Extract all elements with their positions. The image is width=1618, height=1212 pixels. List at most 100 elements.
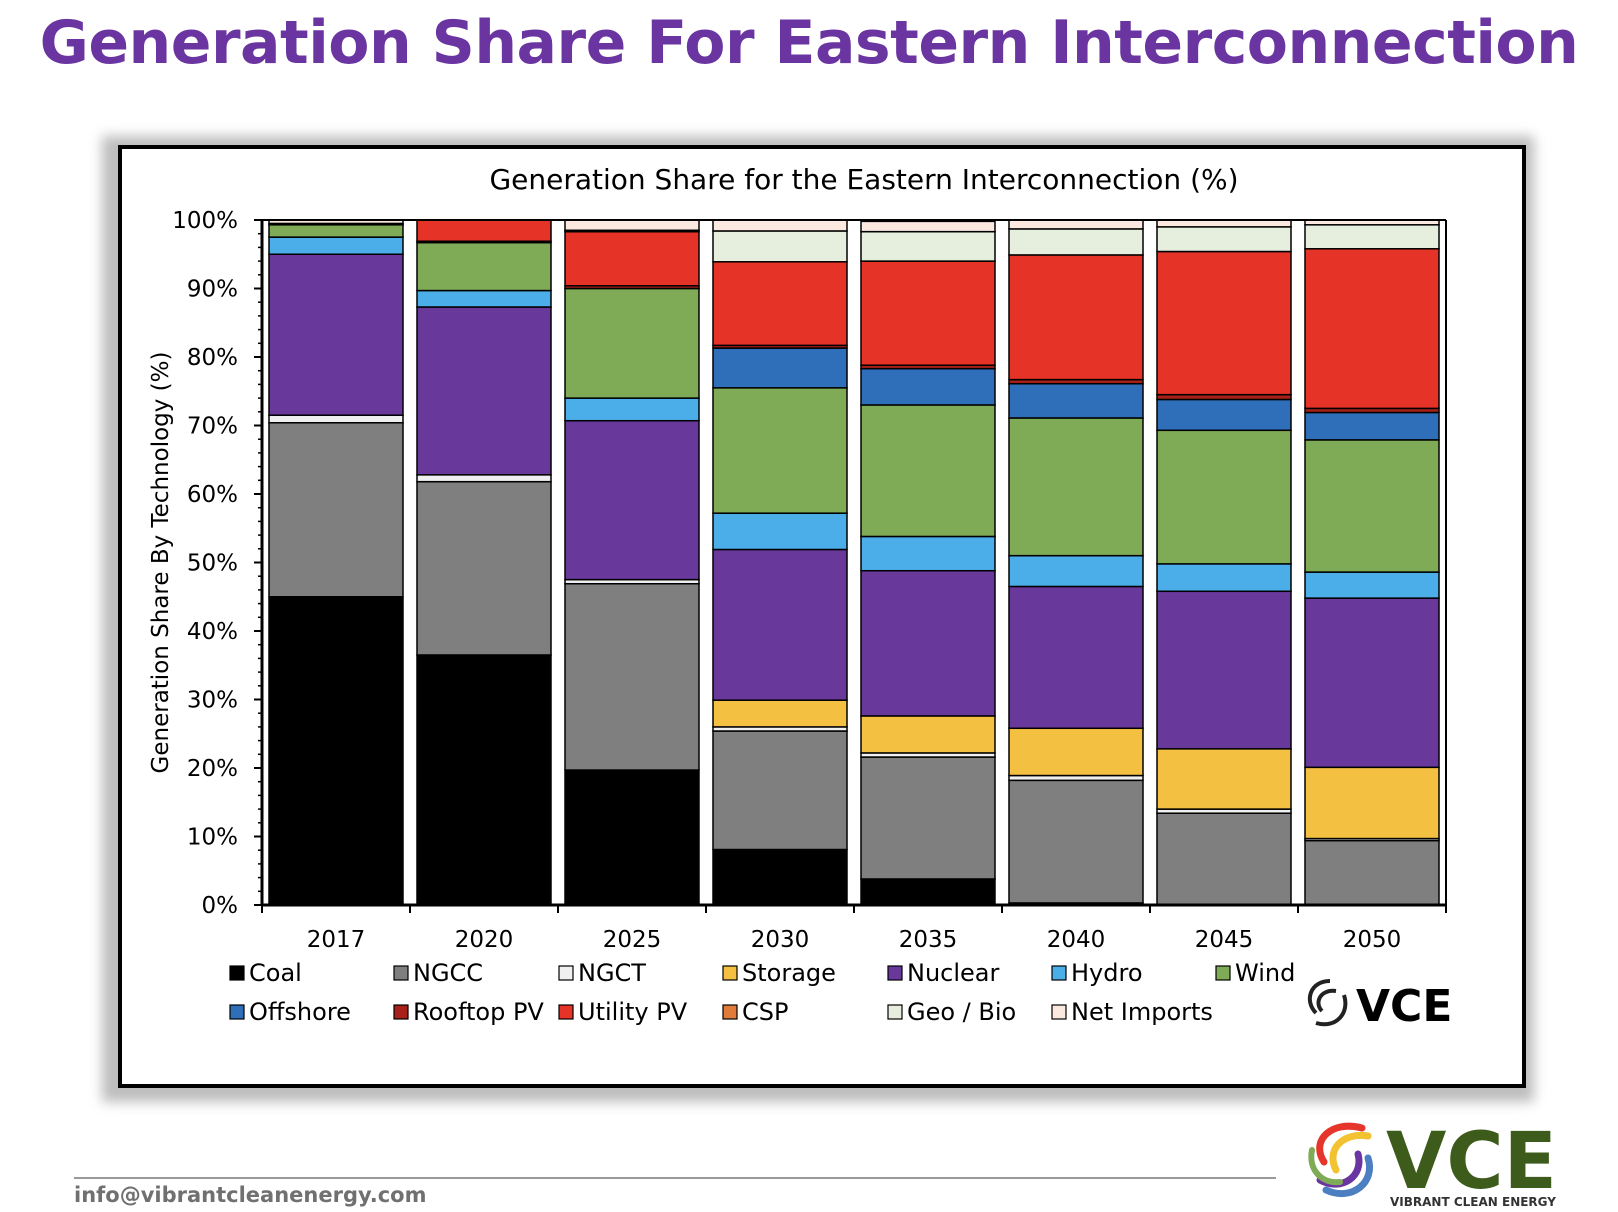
bar-nuclear-2040 (1008, 585, 1144, 730)
slide-title: Generation Share For Eastern Interconnec… (39, 8, 1579, 78)
bar-utility-pv-2050 (1304, 248, 1440, 410)
legend-swatch-csp (722, 1004, 738, 1020)
bar-hydro-2050 (1304, 571, 1440, 599)
watermark-text: VCE (1356, 981, 1452, 1032)
bar-hydro-2040 (1008, 554, 1144, 588)
bar-ngcc-2020 (416, 480, 552, 656)
bar-coal-2020 (416, 654, 552, 906)
bar-hydro-2045 (1156, 563, 1292, 593)
bar-storage-2035 (860, 715, 996, 754)
legend-swatch-offshore (229, 1004, 245, 1020)
bar-wind-2025 (564, 287, 700, 399)
bar-geo-bio-2050 (1304, 224, 1440, 250)
y-tick-label: 90% (187, 277, 238, 303)
bar-wind-2050 (1304, 439, 1440, 573)
bar-geo-bio-2030 (712, 230, 848, 263)
bar-ngcc-2040 (1008, 779, 1144, 904)
bar-storage-2030 (712, 699, 848, 728)
y-tick-label: 50% (187, 551, 238, 577)
bar-nuclear-2017 (268, 253, 404, 416)
legend-swatch-hydro (1051, 965, 1067, 981)
bar-nuclear-2050 (1304, 597, 1440, 769)
y-tick-label: 80% (187, 345, 238, 371)
watermark-swirl-icon (1316, 988, 1337, 1013)
legend-label: Utility PV (578, 998, 688, 1026)
bar-offshore-2050 (1304, 411, 1440, 441)
chart-svg: Generation Share for the Eastern Interco… (148, 163, 1452, 1032)
legend-label: Storage (742, 959, 836, 987)
y-tick-label: 10% (187, 825, 238, 851)
x-tick-label: 2050 (1343, 927, 1402, 953)
legend-label: NGCC (413, 959, 483, 987)
y-tick-label: 70% (187, 414, 238, 440)
legend-swatch-wind (1215, 965, 1231, 981)
bar-net-imports-2030 (712, 219, 848, 232)
bar-ngcc-2030 (712, 730, 848, 851)
legend-label: Net Imports (1071, 998, 1213, 1026)
bar-utility-pv-2025 (564, 230, 700, 287)
chart-frame: Generation Share for the Eastern Interco… (118, 145, 1526, 1088)
y-tick-label: 40% (187, 619, 238, 645)
legend-swatch-nuclear (887, 965, 903, 981)
legend-swatch-ngcc (393, 965, 409, 981)
watermark-swirl-icon (1307, 979, 1331, 1015)
bar-net-imports-2025 (564, 219, 700, 232)
bar-offshore-2040 (1008, 382, 1144, 419)
bar-nuclear-2045 (1156, 590, 1292, 750)
bar-utility-pv-2045 (1156, 250, 1292, 396)
bar-ngcc-2025 (564, 582, 700, 771)
legend-label: Offshore (249, 998, 351, 1026)
x-tick-label: 2035 (899, 927, 958, 953)
bar-hydro-2020 (416, 289, 552, 308)
bar-coal-2017 (268, 596, 404, 906)
bar-ngcc-2035 (860, 756, 996, 880)
bar-nuclear-2020 (416, 306, 552, 476)
bar-geo-bio-2045 (1156, 226, 1292, 253)
bar-hydro-2017 (268, 236, 404, 255)
legend-swatch-coal (229, 965, 245, 981)
bar-coal-2030 (712, 848, 848, 906)
footer-email[interactable]: info@vibrantcleanenergy.com (74, 1183, 427, 1207)
y-tick-label: 0% (202, 893, 239, 919)
bar-storage-2050 (1304, 766, 1440, 840)
vce-logo: VCE VIBRANT CLEAN ENERGY (1308, 1117, 1557, 1209)
bar-hydro-2025 (564, 397, 700, 422)
bar-utility-pv-2040 (1008, 254, 1144, 381)
bar-net-imports-2045 (1156, 219, 1292, 228)
legend-label: CSP (742, 998, 788, 1026)
bar-wind-2035 (860, 404, 996, 538)
bar-ngct-2020 (416, 474, 552, 483)
bar-nuclear-2035 (860, 569, 996, 717)
bar-ngcc-2045 (1156, 812, 1292, 906)
bar-geo-bio-2035 (860, 230, 996, 262)
legend-label: NGCT (578, 959, 646, 987)
bar-ngct-2017 (268, 414, 404, 424)
y-tick-label: 20% (187, 756, 238, 782)
legend-swatch-ngct (558, 965, 574, 981)
bar-geo-bio-2040 (1008, 228, 1144, 256)
chart-title: Generation Share for the Eastern Interco… (489, 163, 1238, 196)
bar-offshore-2030 (712, 347, 848, 389)
logo-subtitle: VIBRANT CLEAN ENERGY (1390, 1195, 1556, 1209)
y-axis-label: Generation Share By Technology (%) (148, 352, 174, 774)
legend-label: Geo / Bio (907, 998, 1016, 1026)
bar-net-imports-2040 (1008, 219, 1144, 230)
legend-label: Rooftop PV (413, 998, 544, 1026)
logo-text: VCE (1386, 1117, 1557, 1207)
bar-offshore-2035 (860, 367, 996, 406)
bar-utility-pv-2030 (712, 261, 848, 347)
y-tick-label: 100% (172, 208, 238, 234)
x-tick-label: 2025 (603, 927, 662, 953)
bar-storage-2040 (1008, 727, 1144, 777)
y-tick-label: 30% (187, 688, 238, 714)
bar-hydro-2035 (860, 535, 996, 572)
legend-swatch-storage (722, 965, 738, 981)
bar-utility-pv-2020 (416, 219, 552, 242)
bar-coal-2025 (564, 769, 700, 906)
bar-wind-2045 (1156, 429, 1292, 565)
legend-swatch-rooftop-pv (393, 1004, 409, 1020)
bar-ngcc-2017 (268, 422, 404, 598)
bar-wind-2030 (712, 387, 848, 514)
legend-swatch-utility-pv (558, 1004, 574, 1020)
x-tick-label: 2040 (1047, 927, 1106, 953)
